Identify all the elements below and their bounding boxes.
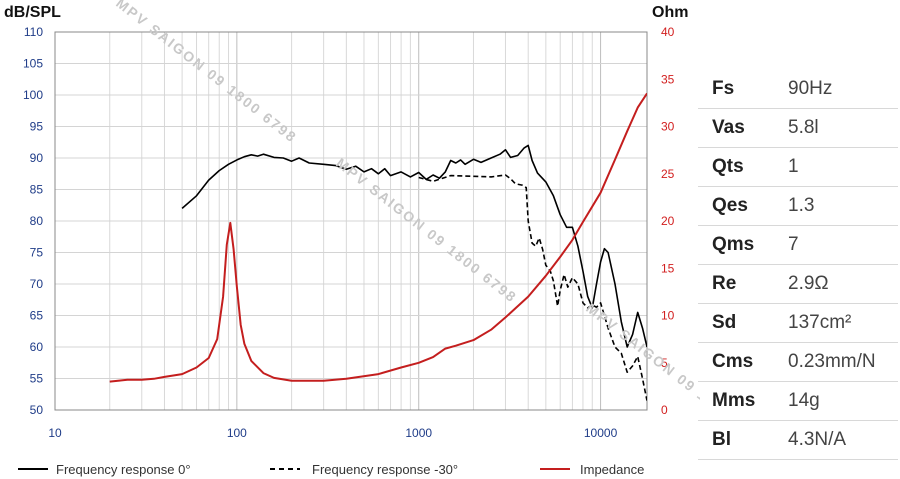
- spec-key: Qts: [698, 147, 784, 187]
- right-tick-label: 40: [661, 25, 675, 39]
- series-impedance: [109, 92, 647, 383]
- legend-label-freq-30: Frequency response -30°: [312, 462, 458, 477]
- spec-value: 14g: [784, 381, 898, 421]
- x-tick-label: 100: [227, 426, 247, 440]
- left-tick-label: 90: [30, 151, 44, 165]
- right-tick-label: 30: [661, 120, 675, 134]
- x-tick-label: 10000: [584, 426, 618, 440]
- right-tick-label: 25: [661, 167, 675, 181]
- right-axis-ticks: 0 5 10 15 20 25 30 35 40: [661, 25, 675, 417]
- plot-frame: [54, 31, 648, 411]
- left-tick-label: 70: [30, 277, 44, 291]
- left-tick-label: 95: [30, 120, 44, 134]
- left-tick-label: 85: [30, 183, 44, 197]
- spec-value: 0.23mm/N: [784, 342, 898, 382]
- legend-label-freq-0: Frequency response 0°: [56, 462, 191, 477]
- right-tick-label: 5: [661, 356, 668, 370]
- left-tick-label: 75: [30, 246, 44, 260]
- x-axis-ticks: 10 100 1000 10000: [48, 426, 617, 440]
- spec-value: 4.3N/A: [784, 420, 898, 460]
- specs-table: Fs 90Hz Vas 5.8l Qts 1 Qes 1.3 Qms 7 Re 2.9Ω Sd 137cm…: [698, 70, 898, 460]
- watermark-text: MPV SAIGON 09 1800 6798: [113, 0, 300, 146]
- chart-grid: [54, 31, 647, 411]
- spec-row: Bl 4.3N/A: [698, 420, 898, 460]
- plot-border: [54, 31, 648, 411]
- spec-row: Vas 5.8l: [698, 108, 898, 148]
- spec-key: Sd: [698, 303, 784, 343]
- spec-key: Bl: [698, 420, 784, 460]
- spec-value: 7: [784, 225, 898, 265]
- spec-row: Cms 0.23mm/N: [698, 342, 898, 382]
- spec-value: 90Hz: [784, 70, 898, 109]
- spec-key: Cms: [698, 342, 784, 382]
- spec-key: Re: [698, 264, 784, 304]
- right-tick-label: 15: [661, 261, 675, 275]
- spec-value: 2.9Ω: [784, 264, 898, 304]
- x-tick-label: 1000: [405, 426, 432, 440]
- right-tick-label: 0: [661, 403, 668, 417]
- spec-row: Qms 7: [698, 225, 898, 265]
- spec-value: 137cm²: [784, 303, 898, 343]
- spec-value: 1: [784, 147, 898, 187]
- left-tick-label: 80: [30, 214, 44, 228]
- series-frequency-response-0: [181, 144, 647, 348]
- spec-key: Mms: [698, 381, 784, 421]
- spec-value: 5.8l: [784, 108, 898, 148]
- series-layer: [109, 92, 647, 401]
- left-tick-label: 50: [30, 403, 44, 417]
- spec-row: Sd 137cm²: [698, 303, 898, 343]
- left-axis-ticks: 50 55 60 65 70 75 80 85 90 95 100 105 110: [23, 25, 43, 417]
- right-tick-label: 10: [661, 309, 675, 323]
- left-tick-label: 105: [23, 57, 43, 71]
- legend-label-impedance: Impedance: [580, 462, 644, 477]
- left-tick-label: 65: [30, 309, 44, 323]
- spec-row: Qes 1.3: [698, 186, 898, 226]
- frequency-impedance-chart: 50 55 60 65 70 75 80 85 90 95 100 105 110 0 5 10 15 20 25…: [4, 0, 700, 477]
- spec-key: Fs: [698, 70, 784, 109]
- spec-key: Qes: [698, 186, 784, 226]
- spec-row: Fs 90Hz: [698, 70, 898, 109]
- spec-row: Qts 1: [698, 147, 898, 187]
- right-tick-label: 35: [661, 72, 675, 86]
- left-tick-label: 100: [23, 88, 43, 102]
- series-frequency-response-30: [418, 174, 647, 401]
- spec-key: Qms: [698, 225, 784, 265]
- legend: Frequency response 0° Frequency response…: [18, 462, 644, 477]
- right-axis-label: Ohm: [652, 4, 688, 21]
- left-tick-label: 60: [30, 340, 44, 354]
- left-tick-label: 110: [24, 25, 43, 39]
- spec-row: Mms 14g: [698, 381, 898, 421]
- right-tick-label: 20: [661, 214, 675, 228]
- left-tick-label: 55: [30, 372, 44, 386]
- spec-key: Vas: [698, 108, 784, 148]
- spec-row: Re 2.9Ω: [698, 264, 898, 304]
- left-axis-label: dB/SPL: [4, 4, 61, 21]
- x-tick-label: 10: [48, 426, 62, 440]
- spec-value: 1.3: [784, 186, 898, 226]
